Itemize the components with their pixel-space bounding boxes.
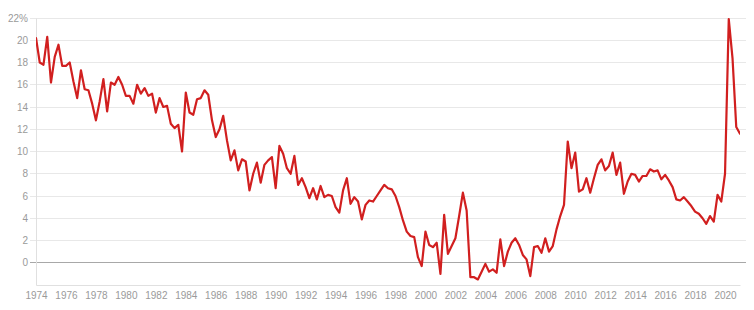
tick-label: 1998 — [385, 290, 408, 301]
tick-label: 2014 — [625, 290, 648, 301]
grid-line — [30, 240, 746, 241]
tick-label: 1996 — [355, 290, 378, 301]
tick: 1990 — [265, 285, 288, 301]
tick: 1988 — [235, 285, 258, 301]
tick: 1994 — [325, 285, 348, 301]
tick: 18 — [17, 57, 36, 68]
tick-label: 2 — [22, 235, 28, 246]
tick-label: 2002 — [445, 290, 468, 301]
tick: 12 — [17, 124, 36, 135]
tick-label: 1978 — [85, 290, 108, 301]
grid-line — [30, 173, 746, 174]
tick-label: 1982 — [145, 290, 168, 301]
tick: 2016 — [654, 285, 677, 301]
tick-label: 6 — [22, 191, 28, 202]
grid-line — [30, 107, 746, 108]
tick-label: 2006 — [505, 290, 528, 301]
tick: 0 — [22, 257, 36, 268]
tick-label: 14 — [17, 102, 29, 113]
x-axis: 1974 1976 1978 1980 1982 1984 1986 1988 1990 1992… — [25, 285, 740, 301]
tick-label: 16 — [17, 79, 29, 90]
tick: 2010 — [565, 285, 588, 301]
tick: 2014 — [625, 285, 648, 301]
axis-line — [37, 285, 741, 286]
tick: 2012 — [595, 285, 618, 301]
tick-label: 8 — [22, 168, 28, 179]
tick: 14 — [17, 102, 36, 113]
tick: 2020 — [714, 285, 737, 301]
tick-label: 2004 — [475, 290, 498, 301]
plot — [36, 19, 740, 279]
tick-label: 1974 — [25, 290, 48, 301]
tick: 1978 — [85, 285, 108, 301]
tick: 10 — [17, 146, 36, 157]
tick-label: 0 — [22, 257, 28, 268]
tick: 1976 — [55, 285, 78, 301]
tick: 2018 — [684, 285, 707, 301]
grid-line — [30, 40, 746, 41]
tick: 2008 — [535, 285, 558, 301]
tick: 1982 — [145, 285, 168, 301]
tick-label: 4 — [22, 213, 28, 224]
tick-label: 2008 — [535, 290, 558, 301]
tick: 1974 — [25, 285, 48, 301]
grid-line — [30, 151, 746, 152]
axis-line — [36, 19, 37, 286]
tick: 8 — [22, 168, 36, 179]
tick: 2 — [22, 235, 36, 246]
grid-line — [30, 196, 746, 197]
tick-label: 2012 — [595, 290, 618, 301]
chart: 0 2 4 6 8 10 12 14 16 18 20 22% 1974 1976 1978 1980 1982… — [0, 0, 754, 310]
tick-label: 1976 — [55, 290, 78, 301]
tick: 2006 — [505, 285, 528, 301]
tick-label: 1986 — [205, 290, 228, 301]
tick: 1986 — [205, 285, 228, 301]
tick: 1980 — [115, 285, 138, 301]
tick-label: 12 — [17, 124, 29, 135]
tick: 22% — [8, 13, 36, 24]
tick: 2004 — [475, 285, 498, 301]
tick-label: 18 — [17, 57, 29, 68]
tick-label: 2000 — [415, 290, 438, 301]
tick-label: 10 — [17, 146, 29, 157]
grid-line — [30, 129, 746, 130]
tick-label: 2016 — [654, 290, 677, 301]
tick: 1996 — [355, 285, 378, 301]
tick: 6 — [22, 191, 36, 202]
tick: 2000 — [415, 285, 438, 301]
tick: 4 — [22, 213, 36, 224]
line — [36, 19, 740, 279]
tick-label: 2020 — [714, 290, 737, 301]
grid-line — [30, 218, 746, 219]
tick-label: 2018 — [684, 290, 707, 301]
tick-label: 22% — [8, 13, 28, 24]
tick: 1998 — [385, 285, 408, 301]
tick-label: 1990 — [265, 290, 288, 301]
tick: 1992 — [295, 285, 318, 301]
tick-label: 1984 — [175, 290, 198, 301]
grid — [30, 18, 746, 263]
tick-label: 1992 — [295, 290, 318, 301]
tick-label: 1994 — [325, 290, 348, 301]
tick: 1984 — [175, 285, 198, 301]
tick-label: 2010 — [565, 290, 588, 301]
y-axis: 0 2 4 6 8 10 12 14 16 18 20 22% — [8, 13, 37, 286]
tick: 20 — [17, 35, 36, 46]
zero-line — [30, 262, 746, 263]
tick-label: 1988 — [235, 290, 258, 301]
grid-line — [30, 62, 746, 63]
tick: 16 — [17, 79, 36, 90]
grid-line — [30, 18, 746, 19]
tick: 2002 — [445, 285, 468, 301]
tick-label: 20 — [17, 35, 29, 46]
tick-label: 1980 — [115, 290, 138, 301]
